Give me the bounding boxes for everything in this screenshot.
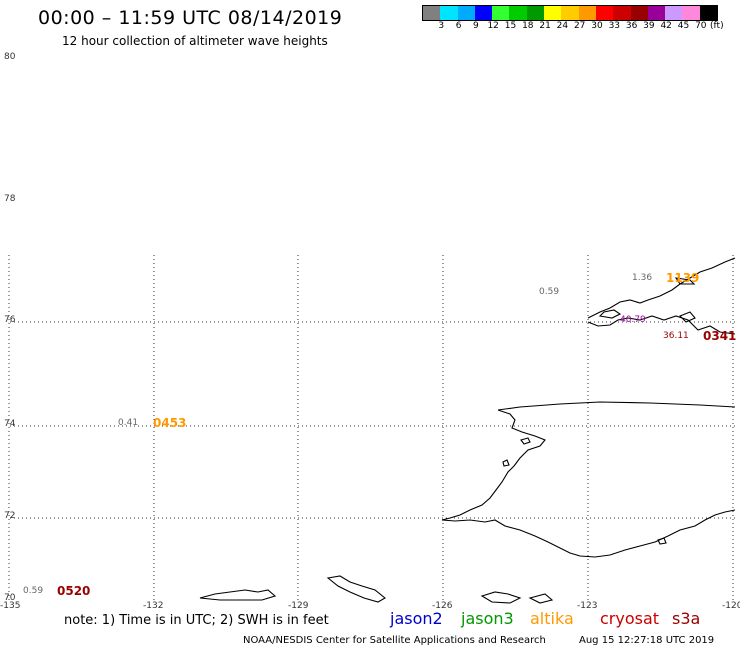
map-subtitle: 12 hour collection of altimeter wave hei… bbox=[62, 34, 328, 48]
south-island-a bbox=[199, 589, 277, 601]
scale-swatch bbox=[613, 6, 631, 20]
legend-s3a: s3a bbox=[672, 609, 701, 628]
scale-swatch bbox=[578, 6, 596, 20]
lat-label: 74 bbox=[4, 419, 16, 429]
coastline bbox=[199, 257, 736, 604]
legend-jason3: jason3 bbox=[461, 609, 514, 628]
scale-swatch bbox=[457, 6, 475, 20]
scale-label: (ft) bbox=[710, 21, 724, 31]
obs-value: 0.41 bbox=[118, 418, 139, 428]
obs-time: 0453 bbox=[153, 416, 187, 430]
scale-swatch bbox=[440, 6, 458, 20]
lat-label: 72 bbox=[4, 511, 16, 521]
scale-swatch bbox=[474, 6, 493, 20]
scale-label: 27 bbox=[573, 21, 586, 31]
obs-time: 1139 bbox=[666, 271, 700, 285]
obs-value: 0.59 bbox=[23, 586, 44, 596]
credit-line: NOAA/NESDIS Center for Satellite Applica… bbox=[243, 635, 546, 646]
scale-swatch bbox=[526, 6, 545, 20]
map-title: 00:00 – 11:59 UTC 08/14/2019 bbox=[38, 7, 343, 29]
lon-label: -132 bbox=[143, 601, 164, 611]
lat-label: 76 bbox=[4, 315, 16, 325]
scale-label: 39 bbox=[643, 21, 655, 31]
lon-label: -120 bbox=[722, 601, 740, 611]
footnote: note: 1) Time is in UTC; 2) SWH is in fe… bbox=[64, 613, 329, 628]
color-scale-labels: 3 6 9 12 15 18 21 24 27 30 33 36 39 42 45 70 (ft) bbox=[426, 21, 740, 33]
scale-label: 6 bbox=[455, 21, 462, 31]
northern-island-coast bbox=[587, 257, 736, 319]
scale-swatch bbox=[561, 6, 579, 20]
legend-cryosat: cryosat bbox=[600, 609, 660, 628]
scale-label: 45 bbox=[677, 21, 690, 31]
legend-altika: altika bbox=[530, 609, 574, 628]
obs-time: 0341 bbox=[703, 329, 737, 343]
scale-label: 9 bbox=[473, 21, 479, 31]
scale-label: 18 bbox=[522, 21, 534, 31]
south-island-b bbox=[326, 575, 386, 603]
banks-island-south-coast bbox=[497, 401, 736, 411]
generated-timestamp: Aug 15 12:27:18 UTC 2019 bbox=[579, 635, 715, 646]
scale-label: 21 bbox=[539, 21, 551, 31]
scale-swatch bbox=[647, 6, 666, 20]
obs-value: 36.11 bbox=[663, 331, 689, 341]
obs-value: 1.36 bbox=[632, 273, 653, 283]
lon-label: -123 bbox=[577, 601, 598, 611]
obs-time: 0520 bbox=[57, 584, 91, 598]
scale-swatch bbox=[630, 6, 648, 20]
scale-label: 3 bbox=[438, 21, 445, 31]
lon-label: -135 bbox=[0, 601, 21, 611]
scale-label: 36 bbox=[625, 21, 638, 31]
lon-label: -126 bbox=[432, 601, 453, 611]
obs-value: 40.79 bbox=[620, 315, 646, 325]
scale-swatch bbox=[509, 6, 527, 20]
scale-swatch bbox=[492, 6, 510, 20]
scale-swatch bbox=[699, 6, 718, 20]
mainland-coast bbox=[441, 409, 736, 558]
scale-label: 15 bbox=[504, 21, 517, 31]
scale-swatch bbox=[423, 6, 441, 20]
scale-swatch bbox=[682, 6, 700, 20]
legend-jason2: jason2 bbox=[390, 609, 443, 628]
scale-label: 30 bbox=[591, 21, 603, 31]
scale-label: 12 bbox=[487, 21, 499, 31]
scale-swatch bbox=[665, 6, 683, 20]
lat-label: 80 bbox=[4, 52, 16, 62]
scale-swatch bbox=[595, 6, 614, 20]
scale-swatch bbox=[544, 6, 562, 20]
scale-label: 42 bbox=[660, 21, 672, 31]
obs-value: 0.59 bbox=[539, 287, 560, 297]
south-island-c bbox=[480, 591, 522, 604]
scale-label: 33 bbox=[608, 21, 621, 31]
northern-island-south-shore bbox=[587, 315, 736, 335]
scale-label: 24 bbox=[556, 21, 569, 31]
lat-label: 70 bbox=[4, 593, 16, 603]
wave-height-color-scale bbox=[422, 5, 719, 21]
lat-label: 78 bbox=[4, 194, 16, 204]
scale-label: 70 bbox=[695, 21, 707, 31]
lon-label: -129 bbox=[288, 601, 309, 611]
